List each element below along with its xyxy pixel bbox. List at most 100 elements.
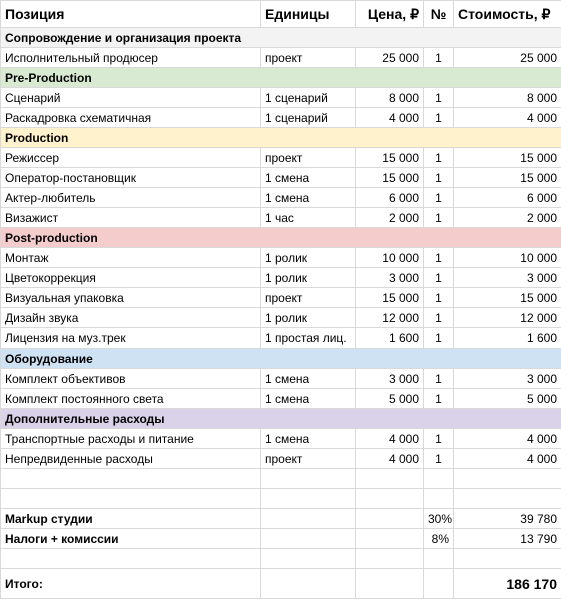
item-unit-cell[interactable]: 1 сценарий (260, 107, 356, 128)
item-unit-cell[interactable]: 1 смена (260, 388, 356, 409)
item-name-cell[interactable]: Раскадровка схематичная (0, 107, 261, 128)
item-num-cell[interactable]: 1 (423, 247, 454, 268)
total-label[interactable]: Итого: (0, 568, 261, 599)
empty-cell[interactable] (453, 548, 561, 569)
item-price-cell[interactable]: 15 000 (355, 287, 424, 308)
empty-cell[interactable] (0, 548, 261, 569)
item-num-cell[interactable]: 1 (423, 388, 454, 409)
empty-cell[interactable] (260, 468, 356, 489)
item-price-cell[interactable]: 25 000 (355, 47, 424, 68)
section-title[interactable]: Сопровождение и организация проекта (0, 27, 561, 48)
item-name-cell[interactable]: Комплект объективов (0, 368, 261, 389)
item-cost-cell[interactable]: 2 000 (453, 207, 561, 228)
empty-cell[interactable] (355, 568, 424, 599)
item-name-cell[interactable]: Сценарий (0, 87, 261, 108)
item-name-cell[interactable]: Лицензия на муз.трек (0, 327, 261, 349)
item-price-cell[interactable]: 4 000 (355, 107, 424, 128)
item-price-cell[interactable]: 1 600 (355, 327, 424, 349)
item-num-cell[interactable]: 1 (423, 267, 454, 288)
item-price-cell[interactable]: 3 000 (355, 267, 424, 288)
item-name-cell[interactable]: Актер-любитель (0, 187, 261, 208)
taxes-row-percent[interactable]: 8% (423, 528, 454, 549)
markup-row-label[interactable]: Markup студии (0, 508, 261, 529)
item-name-cell[interactable]: Оператор-постановщик (0, 167, 261, 188)
item-num-cell[interactable]: 1 (423, 207, 454, 228)
item-price-cell[interactable]: 15 000 (355, 147, 424, 168)
item-num-cell[interactable]: 1 (423, 87, 454, 108)
empty-cell[interactable] (355, 468, 424, 489)
item-unit-cell[interactable]: 1 ролик (260, 307, 356, 328)
item-cost-cell[interactable]: 25 000 (453, 47, 561, 68)
item-name-cell[interactable]: Транспортные расходы и питание (0, 428, 261, 449)
item-num-cell[interactable]: 1 (423, 307, 454, 328)
item-price-cell[interactable]: 6 000 (355, 187, 424, 208)
item-name-cell[interactable]: Визажист (0, 207, 261, 228)
item-unit-cell[interactable]: 1 смена (260, 428, 356, 449)
empty-cell[interactable] (355, 528, 424, 549)
item-unit-cell[interactable]: проект (260, 147, 356, 168)
empty-cell[interactable] (355, 508, 424, 529)
item-cost-cell[interactable]: 3 000 (453, 267, 561, 288)
empty-cell[interactable] (260, 568, 356, 599)
empty-cell[interactable] (260, 528, 356, 549)
item-name-cell[interactable]: Визуальная упаковка (0, 287, 261, 308)
section-title[interactable]: Post-production (0, 227, 561, 248)
item-unit-cell[interactable]: 1 ролик (260, 247, 356, 268)
item-price-cell[interactable]: 10 000 (355, 247, 424, 268)
item-name-cell[interactable]: Непредвиденные расходы (0, 448, 261, 469)
item-num-cell[interactable]: 1 (423, 368, 454, 389)
item-cost-cell[interactable]: 8 000 (453, 87, 561, 108)
taxes-row-label[interactable]: Налоги + комиссии (0, 528, 261, 549)
empty-cell[interactable] (260, 488, 356, 509)
item-unit-cell[interactable]: 1 сценарий (260, 87, 356, 108)
item-num-cell[interactable]: 1 (423, 47, 454, 68)
item-cost-cell[interactable]: 3 000 (453, 368, 561, 389)
item-num-cell[interactable]: 1 (423, 448, 454, 469)
item-num-cell[interactable]: 1 (423, 167, 454, 188)
markup-row-percent[interactable]: 30% (423, 508, 454, 529)
item-cost-cell[interactable]: 15 000 (453, 147, 561, 168)
empty-cell[interactable] (260, 548, 356, 569)
item-unit-cell[interactable]: проект (260, 448, 356, 469)
header-position[interactable]: Позиция (0, 0, 261, 28)
item-price-cell[interactable]: 4 000 (355, 428, 424, 449)
item-price-cell[interactable]: 3 000 (355, 368, 424, 389)
empty-cell[interactable] (0, 488, 261, 509)
item-num-cell[interactable]: 1 (423, 287, 454, 308)
item-cost-cell[interactable]: 12 000 (453, 307, 561, 328)
item-cost-cell[interactable]: 5 000 (453, 388, 561, 409)
item-cost-cell[interactable]: 4 000 (453, 107, 561, 128)
empty-cell[interactable] (453, 468, 561, 489)
item-cost-cell[interactable]: 15 000 (453, 287, 561, 308)
item-unit-cell[interactable]: 1 смена (260, 368, 356, 389)
item-unit-cell[interactable]: проект (260, 47, 356, 68)
item-price-cell[interactable]: 5 000 (355, 388, 424, 409)
item-unit-cell[interactable]: 1 час (260, 207, 356, 228)
item-unit-cell[interactable]: проект (260, 287, 356, 308)
empty-cell[interactable] (355, 548, 424, 569)
empty-cell[interactable] (423, 488, 454, 509)
item-cost-cell[interactable]: 15 000 (453, 167, 561, 188)
header-cost[interactable]: Стоимость, ₽ (453, 0, 561, 28)
empty-cell[interactable] (423, 568, 454, 599)
item-name-cell[interactable]: Режиссер (0, 147, 261, 168)
item-name-cell[interactable]: Монтаж (0, 247, 261, 268)
empty-cell[interactable] (453, 488, 561, 509)
total-value[interactable]: 186 170 (453, 568, 561, 599)
section-title[interactable]: Production (0, 127, 561, 148)
item-cost-cell[interactable]: 1 600 (453, 327, 561, 349)
section-title[interactable]: Дополнительные расходы (0, 408, 561, 429)
item-price-cell[interactable]: 2 000 (355, 207, 424, 228)
item-price-cell[interactable]: 4 000 (355, 448, 424, 469)
item-num-cell[interactable]: 1 (423, 147, 454, 168)
markup-row-value[interactable]: 39 780 (453, 508, 561, 529)
item-unit-cell[interactable]: 1 смена (260, 187, 356, 208)
item-unit-cell[interactable]: 1 простая лиц. (260, 327, 356, 349)
item-cost-cell[interactable]: 6 000 (453, 187, 561, 208)
item-cost-cell[interactable]: 10 000 (453, 247, 561, 268)
header-num[interactable]: № (423, 0, 454, 28)
empty-cell[interactable] (423, 468, 454, 489)
section-title[interactable]: Pre-Production (0, 67, 561, 88)
item-name-cell[interactable]: Цветокоррекция (0, 267, 261, 288)
header-price[interactable]: Цена, ₽ (355, 0, 424, 28)
